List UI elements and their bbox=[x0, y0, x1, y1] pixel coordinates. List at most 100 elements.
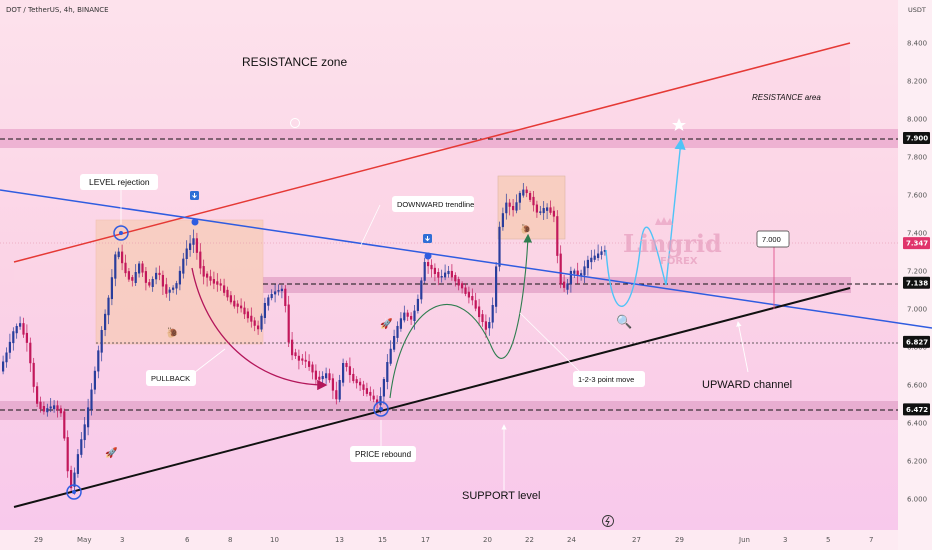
candle-body bbox=[287, 304, 290, 343]
candle-body bbox=[403, 312, 406, 321]
candle-body bbox=[274, 291, 277, 295]
candle-body bbox=[29, 342, 32, 364]
candle-body bbox=[583, 266, 586, 276]
candle-body bbox=[297, 355, 300, 361]
candle-body bbox=[308, 361, 311, 367]
candle-body bbox=[328, 373, 331, 381]
candle-body bbox=[161, 274, 164, 287]
candle-body bbox=[535, 204, 538, 213]
target-box[interactable] bbox=[756, 230, 790, 248]
price-axis[interactable]: 6.0006.2006.4006.6006.8007.0007.2007.400… bbox=[907, 40, 927, 504]
candle-body bbox=[522, 189, 525, 196]
candle-body bbox=[423, 262, 426, 281]
candle-body bbox=[151, 279, 154, 287]
candle-body bbox=[331, 378, 334, 391]
candle-body bbox=[335, 390, 338, 400]
candle-body bbox=[304, 359, 307, 362]
price-tag-label: 7.347 bbox=[906, 240, 928, 248]
y-tick-label: 6.200 bbox=[907, 458, 927, 466]
crown-icon bbox=[655, 217, 673, 225]
price-tag[interactable] bbox=[903, 237, 930, 250]
target-box-label: 7.000 bbox=[762, 235, 781, 244]
candle-body bbox=[512, 206, 515, 211]
candle-body bbox=[270, 294, 273, 299]
price-tag[interactable] bbox=[903, 335, 930, 348]
candle-body bbox=[393, 336, 396, 350]
candle-body bbox=[454, 275, 457, 282]
candle-body bbox=[576, 270, 579, 275]
candle-body bbox=[590, 257, 593, 263]
candle-body bbox=[260, 315, 263, 330]
candle-body bbox=[481, 314, 484, 323]
x-tick-label: 3 bbox=[120, 536, 124, 544]
candle-body bbox=[597, 253, 600, 258]
candle-body bbox=[546, 207, 549, 211]
pivot-circle-2[interactable] bbox=[66, 484, 82, 500]
candle-body bbox=[314, 370, 317, 380]
candle-body bbox=[178, 270, 181, 285]
pullback-box bbox=[146, 370, 196, 386]
rocket-icon: 🚀 bbox=[105, 446, 118, 459]
price-tag-label: 7.900 bbox=[906, 135, 928, 143]
candle-body bbox=[515, 202, 518, 211]
candle-body bbox=[365, 388, 368, 394]
candle-body bbox=[325, 373, 328, 379]
candle-body bbox=[518, 192, 521, 203]
candle-body bbox=[141, 263, 144, 273]
pivot-circle-1[interactable] bbox=[113, 225, 129, 241]
candle-body bbox=[440, 276, 443, 278]
y-tick-label: 8.000 bbox=[907, 116, 927, 124]
candle-body bbox=[49, 406, 52, 409]
x-tick-label: 29 bbox=[34, 536, 43, 544]
candle-body bbox=[104, 313, 107, 331]
downward-trendline-box bbox=[392, 196, 474, 212]
candle-body bbox=[148, 282, 151, 286]
candle-body bbox=[580, 273, 583, 277]
trendline-touch-1[interactable] bbox=[191, 218, 199, 226]
pivot-circle-3[interactable] bbox=[373, 401, 389, 417]
y-tick-label: 7.200 bbox=[907, 268, 927, 276]
consolidation-box-2 bbox=[497, 175, 566, 240]
point-move-label: 1-2-3 point move bbox=[578, 375, 634, 384]
x-tick-label: 29 bbox=[675, 536, 684, 544]
downward-trendline[interactable] bbox=[0, 189, 932, 329]
lightning-icon[interactable] bbox=[602, 515, 614, 527]
candle-body bbox=[46, 408, 49, 413]
candle-body bbox=[552, 210, 555, 217]
y-tick-label: 7.600 bbox=[907, 192, 927, 200]
price-tag[interactable] bbox=[903, 276, 930, 289]
price-tag-label: 6.472 bbox=[906, 406, 928, 414]
candle-body bbox=[386, 362, 389, 382]
candle-body bbox=[389, 348, 392, 364]
candle-body bbox=[556, 216, 559, 256]
candle-body bbox=[253, 320, 256, 326]
candle-body bbox=[461, 283, 464, 289]
time-axis[interactable]: 29 May 3 6 8 10 13 15 17 20 22 24 27 29 Jun 3 5 7 bbox=[34, 536, 873, 544]
candle-body bbox=[478, 306, 481, 318]
watermark-logo: Lingrid bbox=[623, 229, 722, 258]
trendline-touch-2[interactable] bbox=[424, 252, 432, 260]
candle-body bbox=[427, 262, 430, 267]
candle-body bbox=[233, 300, 236, 307]
price-tag[interactable] bbox=[903, 403, 930, 416]
downtrend-callout bbox=[359, 204, 381, 248]
time-axis-panel bbox=[0, 530, 898, 550]
candle-body bbox=[444, 272, 447, 278]
candle-body bbox=[2, 361, 5, 372]
price-tag[interactable] bbox=[903, 132, 930, 144]
candle-body bbox=[12, 331, 15, 344]
chart-title: DOT / TetherUS, 4h, BINANCE bbox=[6, 6, 109, 14]
candle-body bbox=[348, 366, 351, 375]
x-tick-label: 5 bbox=[826, 536, 830, 544]
candle-body bbox=[70, 470, 73, 489]
candle-body bbox=[600, 251, 603, 255]
candle-body bbox=[372, 395, 375, 400]
upward-channel-label: UPWARD channel bbox=[702, 379, 792, 391]
level-rejection-box bbox=[80, 174, 158, 190]
y-tick-label: 8.200 bbox=[907, 78, 927, 86]
support-trendline[interactable] bbox=[13, 287, 851, 508]
candle-body bbox=[542, 208, 545, 214]
resistance-trendline[interactable] bbox=[13, 42, 851, 263]
candle-body bbox=[165, 284, 168, 294]
candle-body bbox=[229, 295, 232, 303]
